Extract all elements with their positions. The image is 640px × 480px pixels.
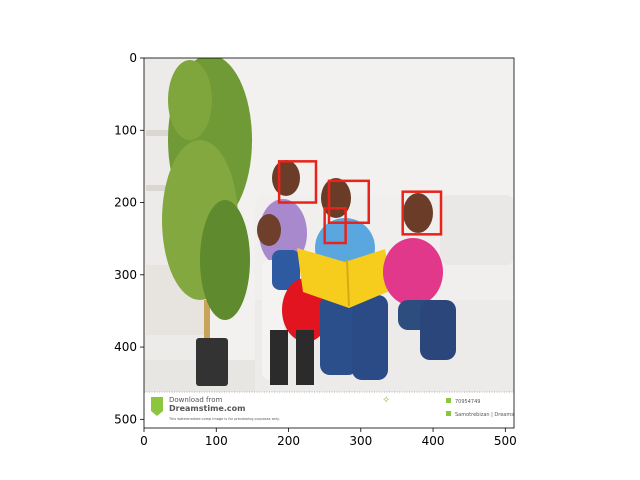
photo: Download from Dreamstime.com This waterm… bbox=[144, 58, 538, 428]
axes-frame bbox=[143, 57, 515, 429]
x-tick-label: 200 bbox=[277, 434, 300, 448]
dreamstime-logo-icon bbox=[151, 397, 163, 416]
y-tick-label: 200 bbox=[114, 196, 137, 210]
x-tick-label: 300 bbox=[349, 434, 372, 448]
detection-boxes bbox=[277, 160, 443, 245]
watermark-id: 70954749 bbox=[455, 399, 480, 405]
x-tick-label: 500 bbox=[494, 434, 517, 448]
face-box-4 bbox=[323, 207, 347, 245]
x-tick-label: 0 bbox=[140, 434, 148, 448]
y-tick-label: 100 bbox=[114, 123, 137, 137]
face-box-1 bbox=[277, 160, 318, 204]
x-tick-label: 400 bbox=[422, 434, 445, 448]
watermark-small-text: This watermarked comp image is for previ… bbox=[168, 417, 280, 421]
x-axis: 0 100 200 300 400 500 bbox=[140, 428, 517, 448]
child-pink-shirt bbox=[383, 193, 456, 360]
watermark-text-1: Download from bbox=[169, 396, 222, 404]
y-tick-label: 300 bbox=[114, 268, 137, 282]
face-box-3 bbox=[401, 190, 443, 236]
watermark-center-mark: ✧ bbox=[382, 395, 390, 406]
y-tick-label: 500 bbox=[114, 412, 137, 426]
x-tick-label: 100 bbox=[205, 434, 228, 448]
watermark-credit: Samotrebizan | Dreamstime.com bbox=[455, 412, 538, 418]
face-box-2 bbox=[327, 179, 370, 225]
watermark-footer bbox=[144, 392, 514, 428]
y-axis: 0 100 200 300 400 500 bbox=[114, 51, 144, 426]
plant bbox=[162, 58, 252, 386]
y-tick-label: 400 bbox=[114, 340, 137, 354]
watermark-text-2: Dreamstime.com bbox=[169, 404, 245, 413]
book bbox=[297, 248, 392, 308]
y-tick-label: 0 bbox=[129, 51, 137, 65]
